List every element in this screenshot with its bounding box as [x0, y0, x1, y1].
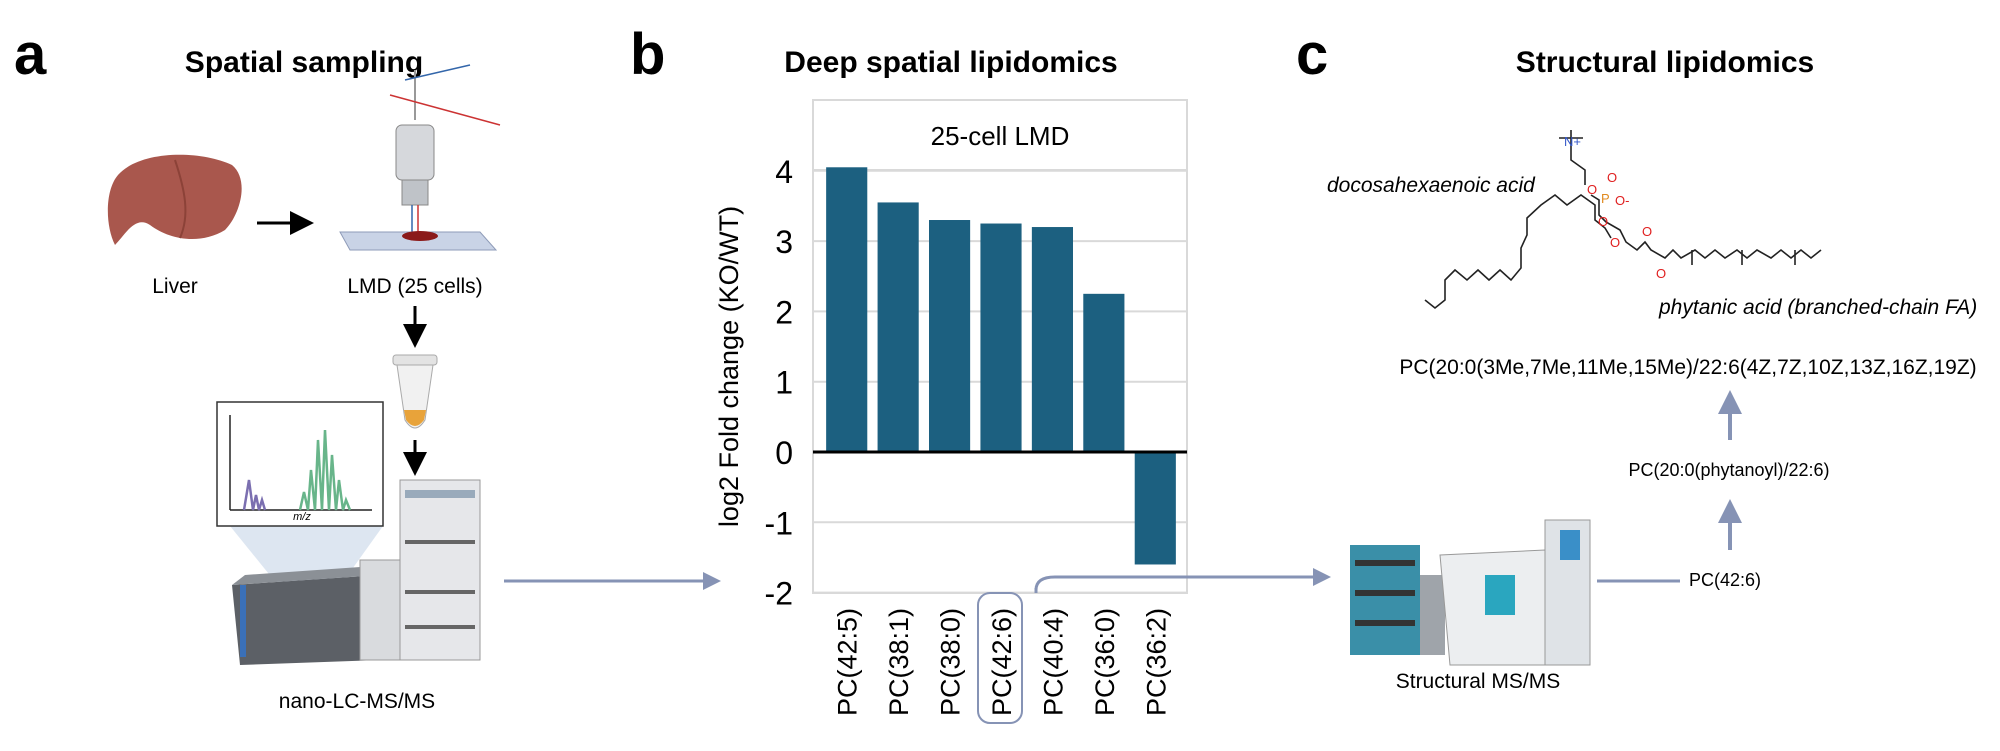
- tube-icon: [392, 354, 438, 429]
- oxygen-atom: O: [1642, 224, 1652, 239]
- panel-a-title: Spatial sampling: [184, 46, 424, 79]
- phytanic-acid-label: phytanic acid (branched-chain FA): [1659, 296, 1978, 319]
- oxygen-atom: O: [1610, 235, 1620, 250]
- chart-title: 25-cell LMD: [931, 121, 1070, 151]
- oxygen-atom: O-: [1615, 193, 1629, 208]
- liver-label: Liver: [152, 275, 198, 298]
- bar: [1083, 293, 1125, 452]
- panel-b-title: Deep spatial lipidomics: [784, 46, 1118, 79]
- x-tick-label: PC(42:5): [833, 608, 863, 716]
- x-tick-label: PC(36:0): [1090, 608, 1120, 716]
- oxygen-atom: O: [1607, 170, 1617, 185]
- phytanoyl-name: PC(20:0(phytanoyl)/22:6): [1628, 460, 1830, 480]
- y-tick-label: 2: [775, 294, 793, 330]
- y-tick-label: 0: [775, 435, 793, 471]
- x-tick-label: PC(36:2): [1141, 608, 1171, 716]
- oxygen-atom: O: [1656, 266, 1666, 281]
- x-tick-label: PC(38:1): [884, 608, 914, 716]
- panel-c-title: Structural lipidomics: [1515, 46, 1815, 79]
- y-tick-label: 3: [775, 224, 793, 260]
- y-axis-label: log2 Fold change (KO/WT): [714, 206, 744, 527]
- nano-lc-ms-label: nano-LC-MS/MS: [278, 690, 436, 713]
- bar: [1031, 227, 1073, 452]
- species-name: PC(42:6): [1688, 570, 1762, 590]
- bar: [826, 167, 868, 452]
- highlight-box: [977, 592, 1023, 724]
- arrow-to-structural-ms: [1034, 568, 1331, 591]
- panel-label-c: c: [1296, 22, 1329, 87]
- y-tick-label: 4: [775, 154, 793, 190]
- oxygen-atom: O: [1598, 214, 1608, 229]
- y-tick-label: 1: [775, 365, 793, 401]
- molecule-structure: [1424, 130, 1822, 310]
- phosphorus-atom: P: [1601, 191, 1610, 206]
- x-tick-label: PC(42:6): [987, 608, 1017, 716]
- bar: [877, 202, 919, 452]
- bar: [1134, 452, 1176, 565]
- dha-label: docosahexaenoic acid: [1327, 174, 1535, 197]
- bar: [929, 220, 971, 452]
- full-structure-name: PC(20:0(3Me,7Me,11Me,15Me)/22:6(4Z,7Z,10…: [1399, 356, 1977, 379]
- mz-axis-label: m/z: [293, 511, 311, 523]
- liver-icon: [107, 154, 242, 245]
- x-tick-label: PC(38:0): [936, 608, 966, 716]
- nitrogen-atom: N+: [1564, 134, 1581, 149]
- y-tick-label: -2: [765, 576, 793, 612]
- structural-ms-instrument-icon: [1350, 519, 1591, 666]
- panel-label-a: a: [14, 22, 47, 87]
- y-tick-label: -1: [765, 505, 793, 541]
- spectrum-plot: [216, 401, 384, 600]
- bar: [980, 223, 1022, 452]
- panel-label-b: b: [630, 22, 666, 87]
- lmd-label: LMD (25 cells): [347, 275, 483, 298]
- microscope-icon: [339, 64, 501, 251]
- structural-ms-label: Structural MS/MS: [1395, 670, 1561, 693]
- x-tick-label: PC(40:4): [1038, 608, 1068, 716]
- oxygen-atom: O: [1587, 182, 1597, 197]
- lc-ms-instrument-icon: [232, 479, 481, 665]
